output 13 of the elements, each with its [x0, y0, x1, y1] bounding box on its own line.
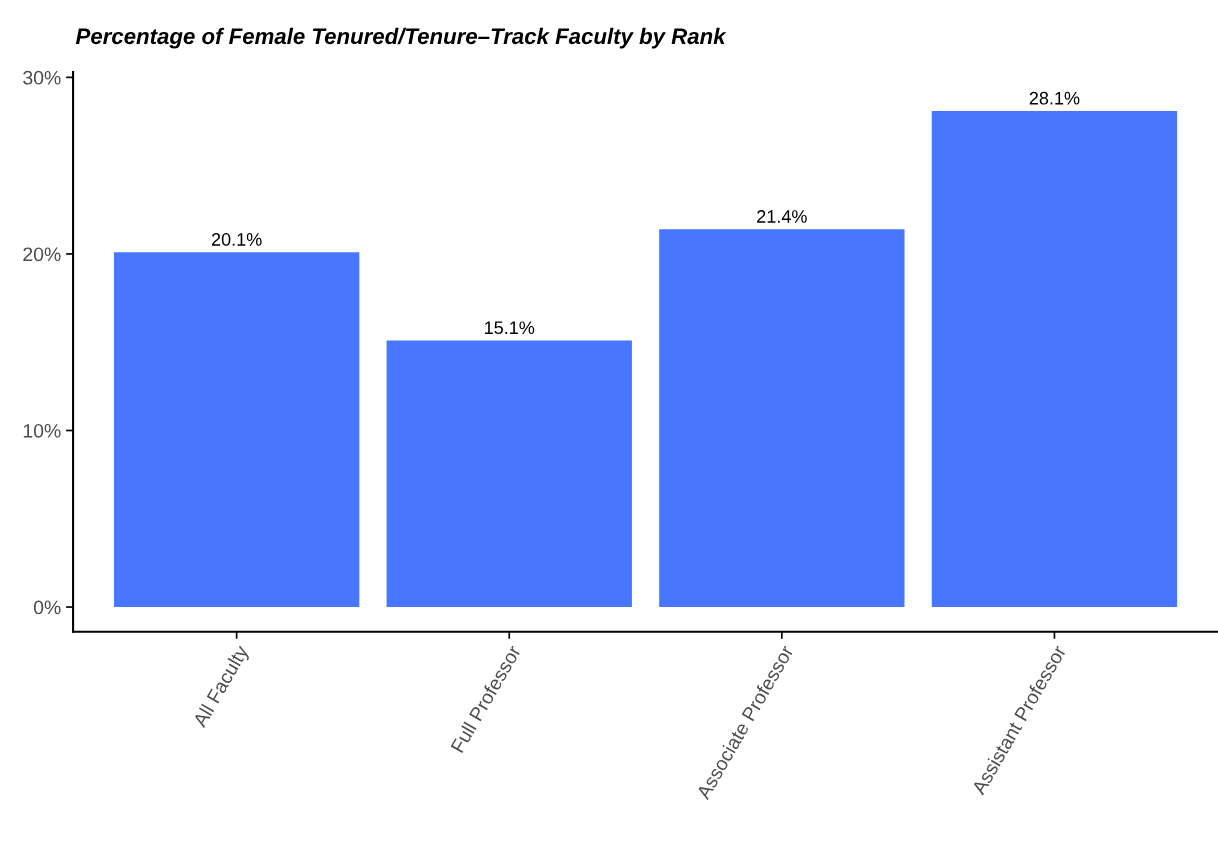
bar: [659, 229, 905, 608]
data-label: 28.1%: [1029, 91, 1080, 105]
data-label: 15.1%: [485, 321, 535, 335]
chart-title: Percentage of Female Tenured/Tenure–Track Faculty by Rank: [75, 27, 727, 49]
bar: [931, 110, 1178, 608]
y-tick-label: 30%: [23, 70, 61, 85]
bar: [113, 252, 360, 608]
y-tick-label: 20%: [23, 247, 61, 262]
data-label: 21.4%: [757, 210, 807, 223]
bar: [386, 340, 632, 608]
data-label: 20.1%: [211, 233, 262, 246]
y-tick-label: 10%: [23, 423, 61, 438]
y-tick-label: 0%: [33, 600, 61, 615]
